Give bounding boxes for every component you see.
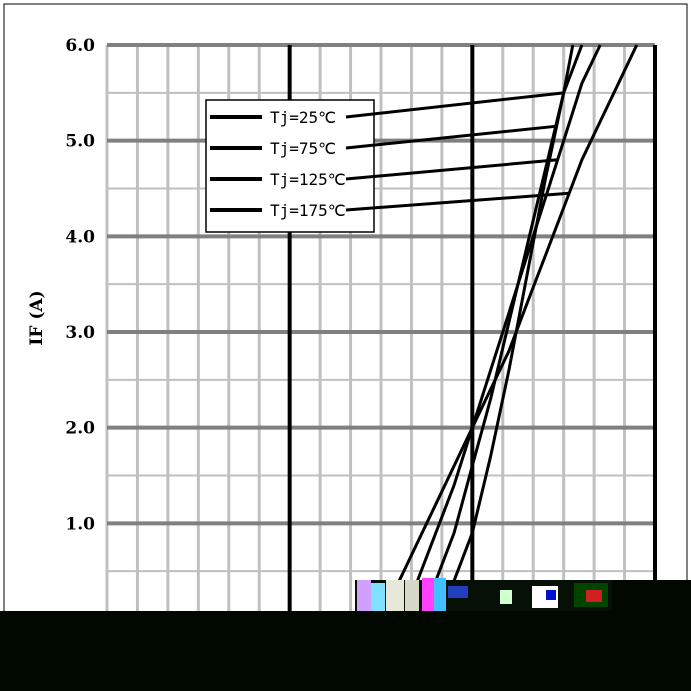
- legend-leader-lines: [345, 91, 570, 212]
- legend-leader-line: [345, 191, 570, 212]
- y-tick-label: 5.0: [65, 132, 95, 152]
- legend-leader-line: [345, 124, 556, 150]
- legend-label: Tj=75℃: [270, 139, 336, 158]
- dark-footer-right: [612, 580, 691, 611]
- artifact-strip: [357, 578, 608, 611]
- legend-label: Tj=25℃: [270, 108, 336, 127]
- y-tick-label: 6.0: [65, 36, 95, 56]
- y-axis-label: IF (A): [27, 290, 47, 345]
- y-tick-label: 2.0: [65, 419, 95, 439]
- legend-leader-line: [345, 91, 564, 119]
- legend-label: Tj=125℃: [270, 170, 346, 189]
- dark-footer-block: [0, 611, 691, 691]
- series-line: [362, 44, 639, 621]
- y-tick-label: 3.0: [65, 323, 95, 343]
- legend-leader-line: [345, 158, 558, 181]
- y-tick-label: 4.0: [65, 227, 95, 247]
- legend: Tj=25℃ Tj=75℃ Tj=125℃ Tj=175℃: [205, 99, 375, 233]
- y-tick-labels: 6.0 5.0 4.0 3.0 2.0 1.0: [65, 36, 95, 534]
- legend-label: Tj=175℃: [270, 201, 346, 220]
- y-tick-label: 1.0: [65, 514, 95, 534]
